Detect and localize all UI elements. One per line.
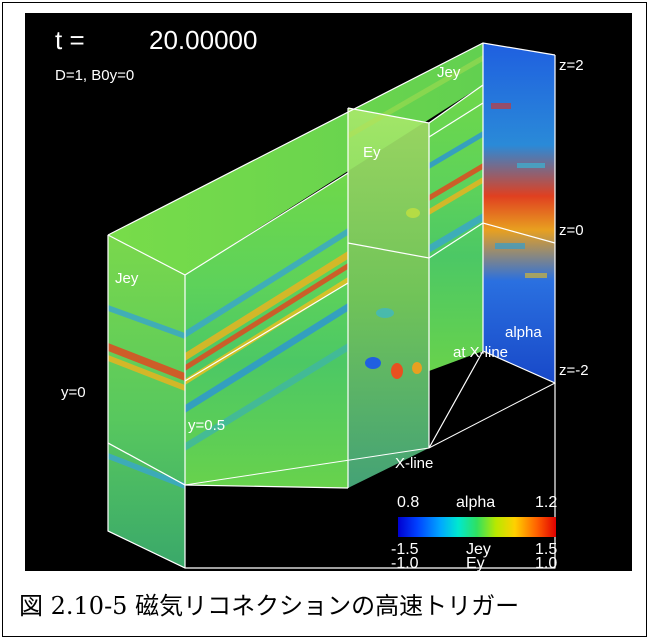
left-stripes bbox=[108, 305, 185, 489]
alpha-name: alpha bbox=[456, 494, 496, 511]
top-face bbox=[108, 43, 483, 275]
wireframe bbox=[107, 42, 556, 569]
jey-left-label: Jey bbox=[115, 270, 139, 287]
ey-blobs bbox=[365, 208, 422, 379]
y05-label: y=0.5 bbox=[188, 417, 226, 434]
z-mid-label: z=0 bbox=[559, 222, 584, 239]
params-label: D=1, B0y=0 bbox=[55, 67, 135, 84]
jey-max: 1.5 bbox=[535, 541, 558, 558]
front-stripes bbox=[185, 55, 483, 451]
jey-min: -1.5 bbox=[391, 541, 419, 558]
alpha-speckle bbox=[491, 103, 547, 278]
ey-min: -1.0 bbox=[391, 555, 419, 572]
jey-name: Jey bbox=[466, 541, 491, 558]
ey-label: Ey bbox=[363, 144, 381, 161]
figure-caption: 図 2.10-5 磁気リコネクションの高速トリガー bbox=[19, 592, 520, 620]
box-diagram bbox=[107, 42, 556, 569]
alpha-max: 1.2 bbox=[535, 494, 558, 511]
ey-max: 1.0 bbox=[535, 555, 558, 572]
ey-name: Ey bbox=[466, 555, 485, 572]
simulation-figure: t = 20.00000 D=1, B0y=0 Jey Jey Ey z=2 z… bbox=[25, 13, 632, 571]
alpha-face bbox=[483, 43, 555, 383]
at-xline-label: at X-line bbox=[453, 344, 509, 361]
jey-top-label: Jey bbox=[437, 64, 461, 81]
left-face bbox=[108, 235, 185, 568]
colorbar bbox=[398, 517, 556, 537]
alpha-min: 0.8 bbox=[397, 494, 420, 511]
ey-slab bbox=[348, 108, 429, 488]
z-bot-label: z=-2 bbox=[559, 362, 589, 379]
z-top-label: z=2 bbox=[559, 57, 584, 74]
y0-label: y=0 bbox=[61, 384, 86, 401]
xline-label: X-line bbox=[395, 455, 434, 472]
time-label: t = bbox=[55, 25, 85, 55]
time-value: 20.00000 bbox=[149, 25, 258, 55]
alpha-label: alpha bbox=[505, 324, 542, 341]
